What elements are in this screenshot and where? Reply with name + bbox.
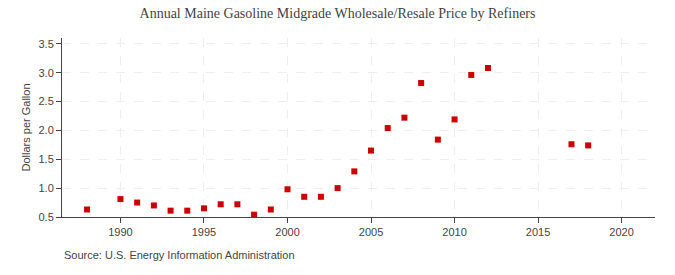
- svg-text:2010: 2010: [442, 226, 466, 238]
- svg-text:1.5: 1.5: [39, 153, 54, 165]
- svg-text:2020: 2020: [609, 226, 633, 238]
- svg-text:2000: 2000: [275, 226, 299, 238]
- svg-text:0.5: 0.5: [39, 211, 54, 223]
- svg-text:2.0: 2.0: [39, 124, 54, 136]
- svg-text:Dollars per Gallon: Dollars per Gallon: [20, 83, 32, 171]
- svg-text:1.0: 1.0: [39, 182, 54, 194]
- svg-text:3.5: 3.5: [39, 38, 54, 50]
- svg-text:2.5: 2.5: [39, 95, 54, 107]
- svg-text:2005: 2005: [359, 226, 383, 238]
- svg-text:3.0: 3.0: [39, 67, 54, 79]
- svg-text:Source: U.S. Energy Informatio: Source: U.S. Energy Information Administ…: [64, 249, 295, 261]
- svg-text:1990: 1990: [108, 226, 132, 238]
- svg-text:2015: 2015: [526, 226, 550, 238]
- svg-text:Annual Maine Gasoline Midgrade: Annual Maine Gasoline Midgrade Wholesale…: [140, 6, 536, 21]
- svg-text:1995: 1995: [192, 226, 216, 238]
